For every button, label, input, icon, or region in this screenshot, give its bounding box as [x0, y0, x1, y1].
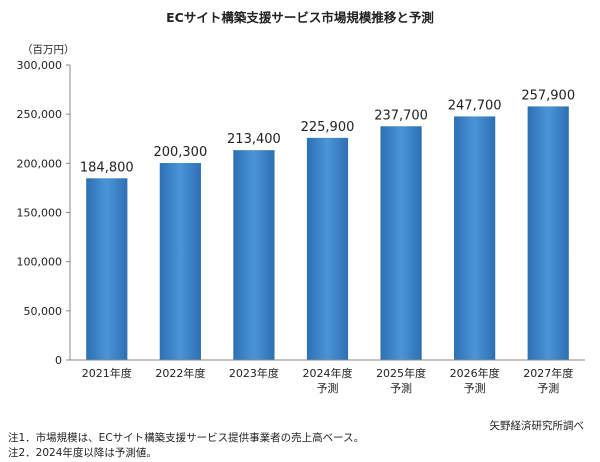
x-tick-label: 2026年度	[450, 366, 500, 380]
x-tick-label: 2027年度	[523, 366, 573, 380]
x-tick-label: 2023年度	[229, 366, 279, 380]
data-label: 257,900	[521, 88, 575, 103]
x-tick-label: 2022年度	[155, 366, 205, 380]
y-axis-unit: （百万円）	[22, 44, 75, 56]
bar	[454, 116, 496, 360]
x-tick-label: 2024年度	[303, 366, 353, 380]
y-tick-label: 300,000	[17, 59, 63, 72]
y-tick-label: 250,000	[17, 108, 63, 121]
data-label: 213,400	[227, 132, 281, 147]
source-credit: 矢野経済研究所調べ	[490, 419, 585, 432]
chart-title: ECサイト構築支援サービス市場規模推移と予測	[166, 10, 434, 25]
data-label: 237,700	[374, 108, 428, 123]
note-1: 注1．市場規模は、ECサイト構築支援サービス提供事業者の売上高ベース。	[8, 431, 364, 444]
x-tick-label: 予測	[537, 381, 559, 395]
data-label: 200,300	[153, 145, 207, 160]
data-label: 247,700	[448, 98, 502, 113]
bar	[306, 137, 349, 360]
bar	[233, 150, 275, 360]
y-axis: 0 50,000 100,000 150,000 200,000 250,000 300,0…	[17, 59, 71, 367]
bars-group: 184,800 200,300 213,400 225,900 237,700 247,7…	[80, 88, 575, 361]
x-tick-label: 予測	[390, 381, 412, 395]
x-tick-label: 予測	[464, 381, 486, 395]
bar	[380, 126, 422, 361]
y-tick-label: 0	[55, 354, 62, 367]
note-2: 注2．2024年度以降は予測値。	[8, 446, 157, 459]
x-tick-label: 2025年度	[376, 366, 426, 380]
data-label: 184,800	[80, 160, 134, 175]
bar	[86, 178, 128, 360]
x-tick-label: 予測	[317, 381, 339, 395]
bar	[159, 163, 201, 360]
y-tick-label: 50,000	[24, 305, 63, 318]
y-tick-label: 100,000	[17, 256, 63, 269]
x-axis: 2021年度 2022年度 2023年度 2024年度予測2025年度予測2026年度…	[70, 359, 585, 395]
x-tick-label: 2021年度	[82, 366, 132, 380]
data-label: 225,900	[301, 120, 355, 135]
y-tick-label: 150,000	[17, 207, 63, 220]
bar	[527, 106, 569, 360]
y-tick-label: 200,000	[17, 157, 63, 170]
